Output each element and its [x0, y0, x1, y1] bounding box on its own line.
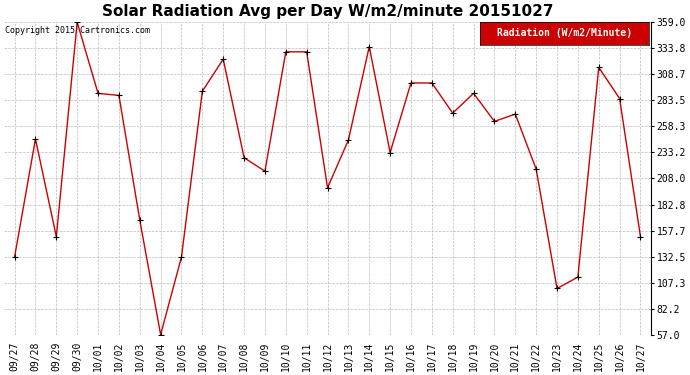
- Title: Solar Radiation Avg per Day W/m2/minute 20151027: Solar Radiation Avg per Day W/m2/minute …: [102, 4, 553, 19]
- Text: Copyright 2015 Cartronics.com: Copyright 2015 Cartronics.com: [6, 26, 150, 35]
